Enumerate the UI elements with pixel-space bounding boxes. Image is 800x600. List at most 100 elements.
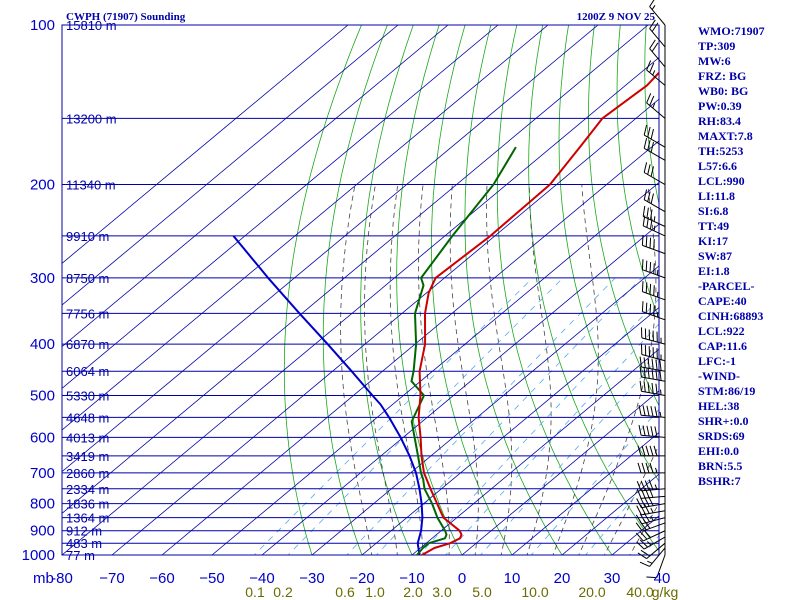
- plot-frame: [61, 24, 660, 556]
- index-item: MW:6: [698, 54, 731, 68]
- isotherm: [62, 25, 399, 306]
- wind-barb-flag: [638, 424, 642, 436]
- wind-barb-flag: [646, 60, 652, 71]
- wind-barb-staff: [646, 69, 666, 86]
- isotherm: [361, 306, 659, 555]
- wind-barb: [639, 380, 666, 396]
- wind-barb-flag: [648, 479, 654, 490]
- wind-barb-flag: [649, 0, 655, 7]
- height-tick-label: 8750 m: [66, 271, 109, 286]
- index-item: -PARCEL-: [698, 279, 755, 293]
- wind-barb-flag: [650, 193, 654, 204]
- mixing-ratio-line: [253, 277, 533, 555]
- dry-adiabat: [322, 25, 388, 555]
- wind-barb-flag: [650, 166, 654, 177]
- height-tick-label: 2860 m: [66, 466, 109, 481]
- wind-barb-flag: [637, 552, 647, 560]
- wind-barb-flag: [659, 370, 662, 381]
- index-item: KI:17: [698, 234, 728, 248]
- height-tick-label: 5330 m: [66, 388, 109, 403]
- mixing-ratio-tick-label: 0.2: [273, 584, 293, 600]
- index-item: WB0: BG: [698, 84, 749, 98]
- index-item: -WIND-: [698, 369, 740, 383]
- index-item: RH:83.4: [698, 114, 741, 128]
- index-item: WMO:71907: [698, 24, 765, 38]
- wind-barb-half: [653, 225, 656, 231]
- wind-barb: [638, 424, 666, 438]
- wind-barb-flag: [646, 576, 657, 579]
- height-tick-label: 1364 m: [66, 511, 109, 526]
- wind-barb-flag: [644, 503, 650, 514]
- isobars: [61, 24, 660, 556]
- dry-adiabat: [283, 25, 362, 555]
- wind-barb-flag: [643, 367, 646, 378]
- wind-barb-flag: [643, 162, 648, 173]
- index-item: TH:5253: [698, 144, 744, 158]
- dry-adiabat: [558, 25, 659, 482]
- wind-barb: [643, 162, 666, 185]
- mixing-ratio-line: [287, 277, 564, 555]
- wind-barb-flag: [647, 164, 651, 175]
- wind-barb: [643, 124, 666, 148]
- temperature-tick-label: 30: [604, 570, 621, 587]
- moist-adiabat: [449, 184, 479, 555]
- wind-barb-flag: [637, 445, 642, 456]
- wind-barb-staff: [641, 376, 666, 382]
- moist-adiabat: [629, 502, 659, 555]
- dry-adiabat: [464, 25, 563, 555]
- wind-barb-staff: [649, 48, 666, 68]
- wind-barb: [649, 19, 666, 48]
- wind-barb-staff: [641, 414, 666, 418]
- wind-barb-half: [652, 70, 656, 76]
- moist-adiabat: [526, 184, 552, 555]
- isotherm: [62, 25, 549, 431]
- wind-barb-flag: [655, 369, 658, 380]
- height-tick-label: 15810 m: [66, 18, 117, 33]
- wind-barb-flag: [635, 514, 643, 525]
- temperature-tick-label: −50: [199, 570, 224, 587]
- wind-barb-flag: [639, 539, 649, 548]
- wind-barb-flag: [659, 360, 662, 371]
- index-item: SW:87: [698, 249, 733, 263]
- wind-barb-flag: [644, 496, 650, 507]
- index-item: SI:6.8: [698, 204, 729, 218]
- wind-barb: [639, 356, 666, 372]
- stability-indices-panel: WMO:71907 TP:309 MW:6 FRZ: BG WB0: BG PW:0.39…: [698, 24, 765, 489]
- pressure-tick-label: 700: [30, 465, 55, 482]
- moist-adiabat: [418, 184, 450, 555]
- temperature-tick-label: -80: [51, 570, 73, 587]
- index-item: TT:49: [698, 219, 730, 233]
- wind-barb-flag: [654, 406, 658, 417]
- mixing-ratio-tick-label: 0.1: [245, 584, 265, 600]
- index-item: FRZ: BG: [698, 69, 747, 83]
- temperature-tick-label: −70: [99, 570, 124, 587]
- wind-barb-half: [646, 541, 652, 546]
- isotherm: [461, 390, 659, 555]
- dry-adiabat: [588, 25, 659, 407]
- wind-barb-flag: [651, 368, 654, 380]
- wind-barb-flag: [650, 405, 654, 417]
- mixing-ratio-line: [642, 535, 659, 555]
- isotherm: [62, 25, 449, 348]
- wind-barb: [639, 366, 666, 382]
- wind-barb-flag: [647, 139, 651, 151]
- height-tick-labels: 15810 m 13200 m 11340 m 9910 m 8750 m 7756 m 6…: [66, 18, 117, 563]
- temperature-tick-label: 0: [458, 570, 466, 587]
- wind-barb-flag: [643, 529, 651, 538]
- wind-barb: [641, 281, 666, 301]
- wind-barb: [649, 0, 666, 26]
- height-tick-label: 4013 m: [66, 430, 109, 445]
- wind-barb-flag: [644, 487, 650, 498]
- wind-barb-flag: [645, 260, 648, 272]
- wind-barb-staff: [656, 554, 666, 578]
- index-item: BRN:5.5: [698, 459, 743, 473]
- wind-barb-half: [650, 507, 654, 514]
- wind-barb: [641, 344, 666, 362]
- wind-barb-flag: [641, 234, 644, 246]
- height-tick-label: 6064 m: [66, 364, 109, 379]
- wind-barb: [639, 547, 666, 567]
- wind-barb: [649, 39, 666, 68]
- mixing-ratio-tick-labels: 0.1 0.2 0.6 1.0 2.0 3.0 5.0 10.0 20.0 40.0g/kg: [245, 584, 678, 600]
- wind-barb: [646, 60, 666, 86]
